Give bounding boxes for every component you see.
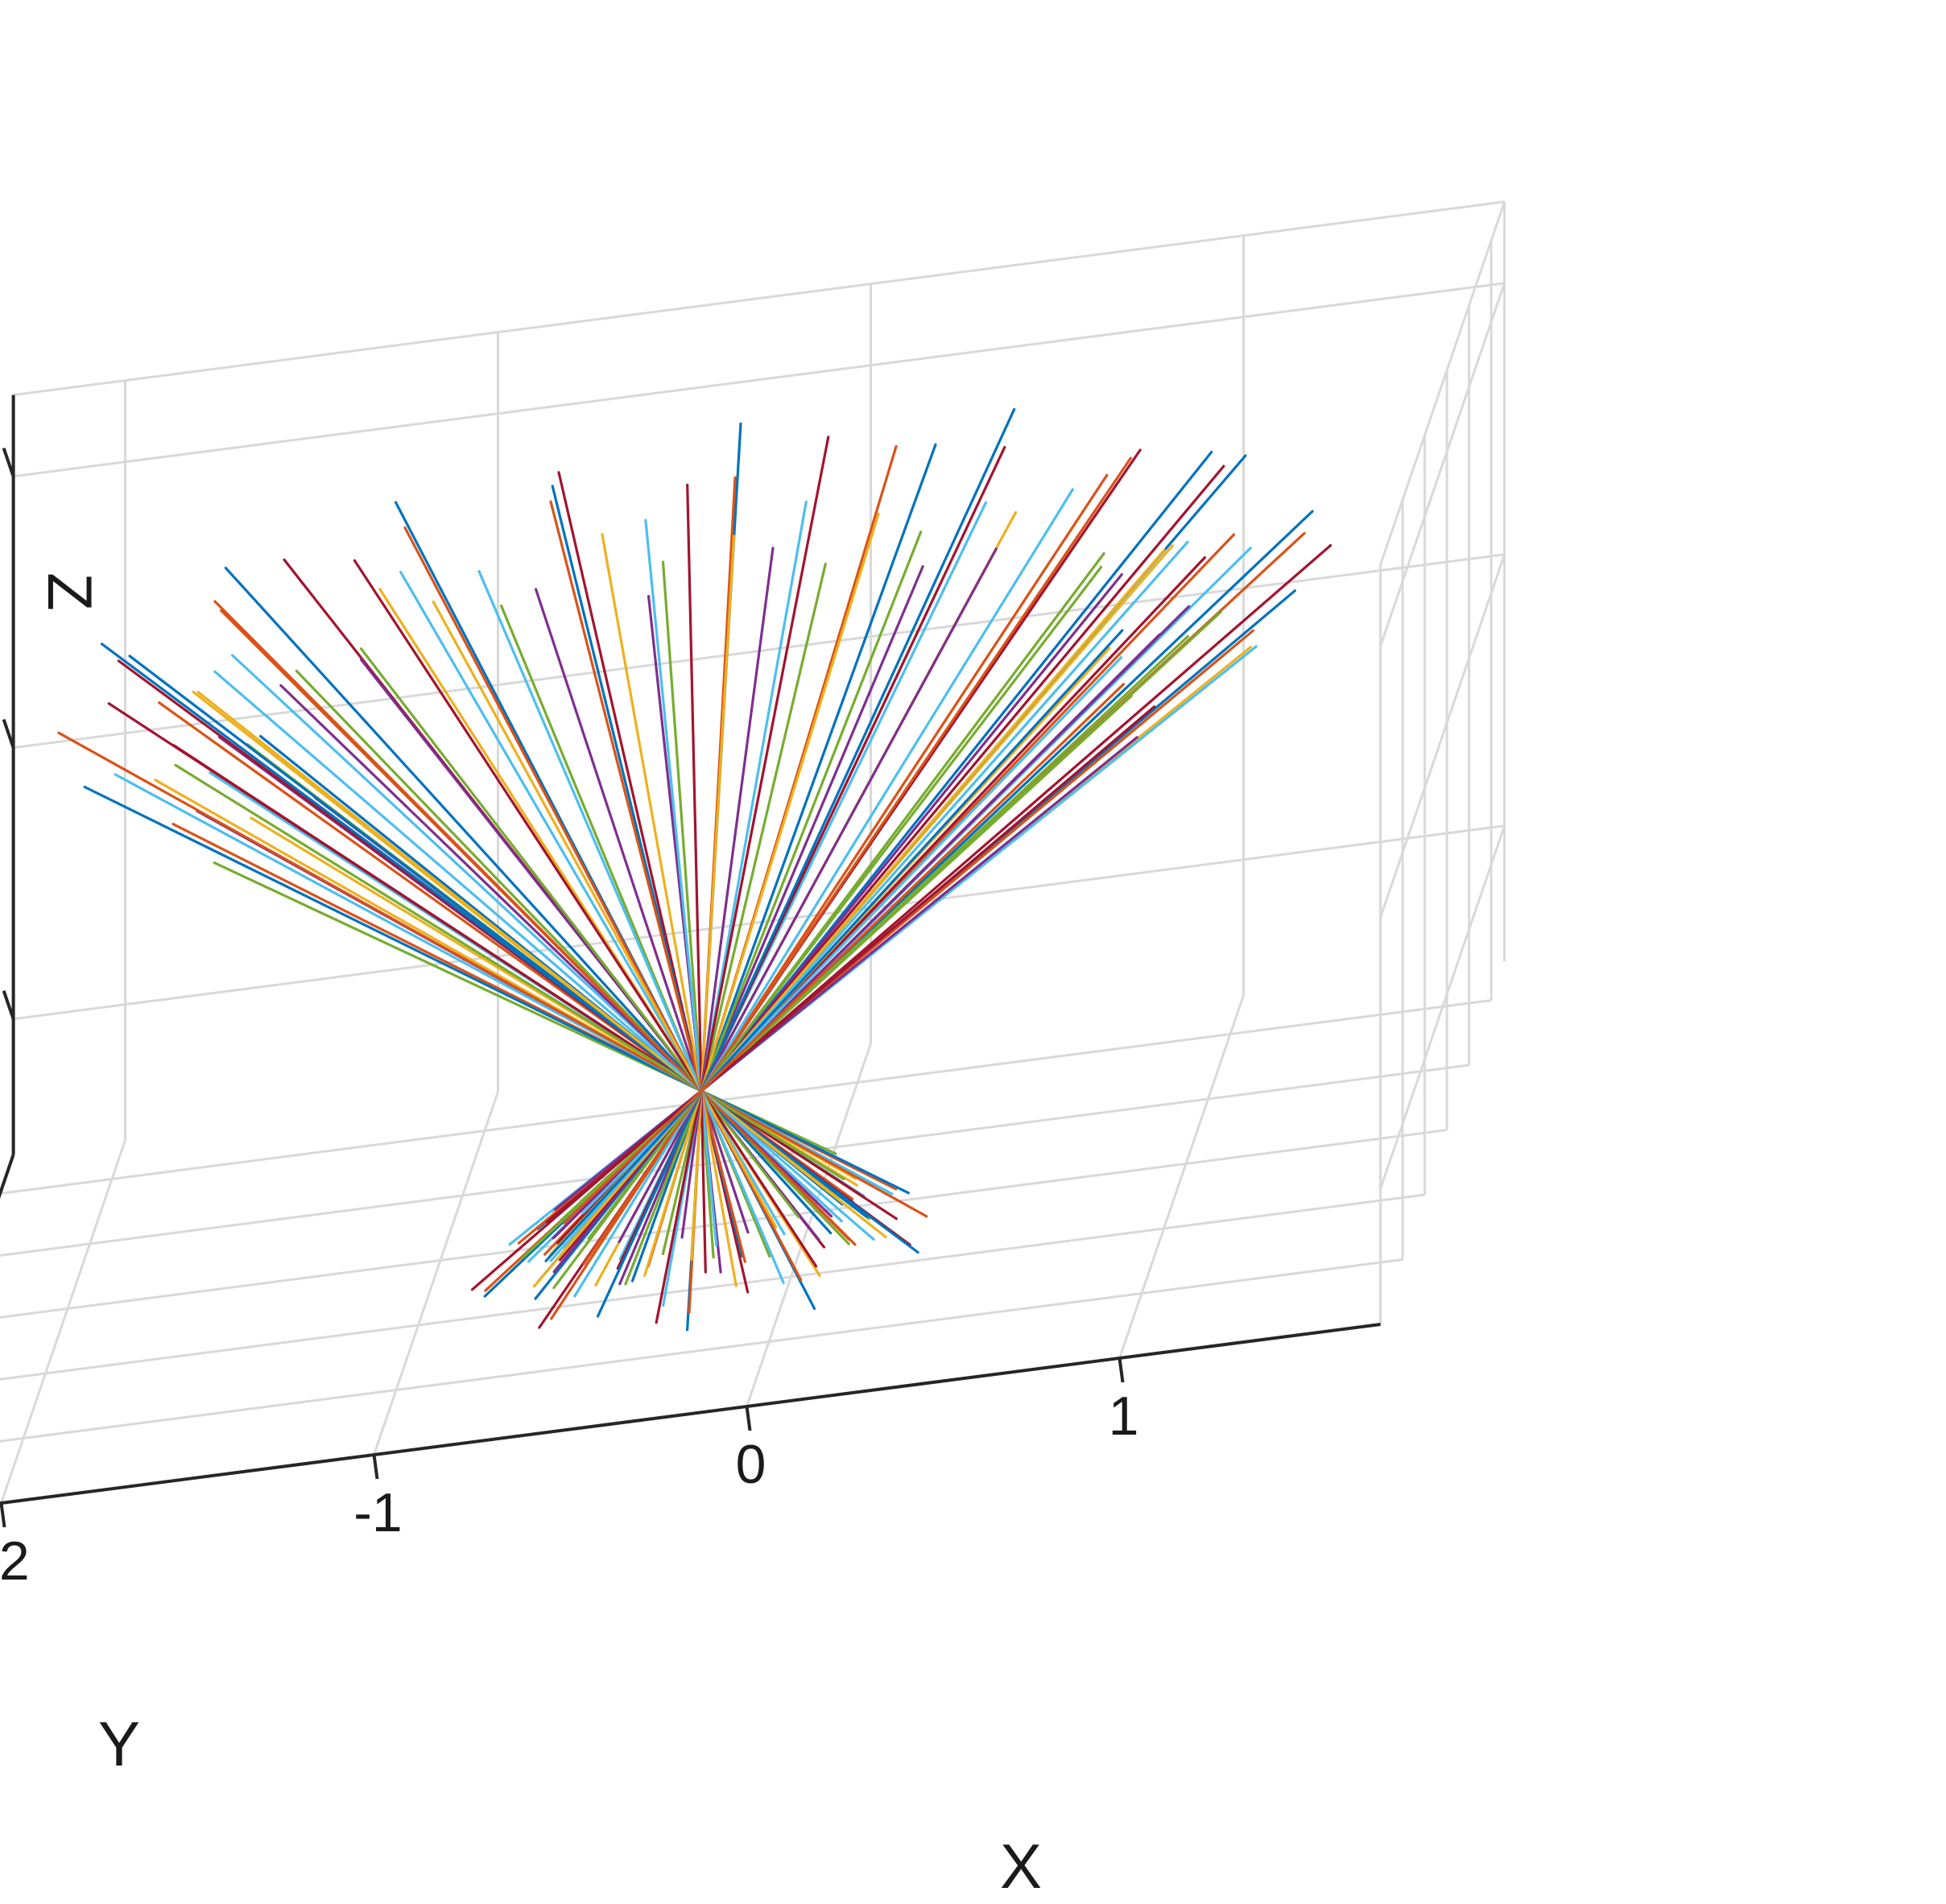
line-series-35 [353, 559, 818, 1268]
x-tick [0, 1502, 6, 1528]
x-tick-label: 0 [736, 1434, 766, 1495]
line-series-61 [624, 531, 923, 1286]
line-series-95 [553, 736, 1138, 1212]
line-series-24 [192, 690, 841, 1200]
line-series-49 [686, 483, 707, 1274]
line-series-30 [220, 609, 857, 1246]
line-series-56 [655, 436, 830, 1324]
line-series-80 [532, 548, 1166, 1288]
floor-grid-x [1118, 994, 1245, 1359]
z-tick [2, 990, 15, 1020]
line-series-48 [644, 518, 718, 1247]
line-series-8 [83, 785, 911, 1195]
line-series-64 [596, 407, 1016, 1318]
floor-grid-y [0, 1129, 1448, 1319]
line-series-38 [432, 600, 778, 1229]
x-tick [745, 1406, 752, 1431]
z-axis-label: Z [35, 572, 105, 611]
line-series-52 [690, 535, 736, 1262]
x-tick [1118, 1357, 1125, 1383]
floor-grid-y [0, 1258, 1403, 1443]
line-series-45 [601, 533, 737, 1287]
line-series-41 [477, 569, 785, 1284]
line-series-72 [582, 456, 1133, 1266]
line-series-44 [549, 500, 746, 1263]
back-grid-z [13, 282, 1505, 478]
line-series-75 [552, 551, 1105, 1290]
line-series-53 [680, 547, 775, 1239]
side-grid-z [1379, 825, 1506, 1189]
line-series-26 [295, 669, 850, 1245]
floor-grid-x [0, 1139, 126, 1504]
line-series-39 [534, 588, 750, 1234]
x-tick-label: -1 [353, 1482, 402, 1543]
side-grid-z [1379, 283, 1506, 646]
line-series-60 [618, 564, 924, 1286]
floor-grid-x [373, 1091, 499, 1456]
box-edge [13, 200, 1505, 397]
back-grid-z [13, 824, 1505, 1021]
axes [0, 394, 1381, 1528]
line-series-100 [562, 683, 1126, 1225]
y-axis-label: Y [98, 1708, 140, 1779]
line-series-19 [174, 763, 845, 1181]
line-series-59 [643, 512, 880, 1278]
line-series [57, 407, 1332, 1332]
line-series-27 [213, 670, 875, 1241]
floor-grid-y [0, 999, 1492, 1195]
z-tick [2, 448, 15, 477]
x-tick [372, 1454, 379, 1480]
line-series-54 [661, 562, 827, 1256]
line-series-98 [545, 705, 1156, 1224]
x-tick-label: 1 [1109, 1386, 1139, 1447]
x-axis-line [0, 1323, 1381, 1505]
line-series-29 [224, 566, 833, 1235]
tick-labels: -2-101-1.5-1-0.500.51012 [0, 1386, 1139, 1592]
line-series-16 [57, 731, 928, 1218]
x-axis-label: X [1000, 1831, 1042, 1902]
line-series-99 [544, 629, 1124, 1262]
line-series-65 [550, 473, 1109, 1320]
floor-grid-y [0, 1193, 1425, 1381]
line-series-33 [359, 647, 800, 1219]
line-series-67 [618, 547, 998, 1244]
box-edge [1379, 201, 1506, 565]
y-axis-line [0, 1154, 15, 1199]
x-tick-label: -2 [0, 1530, 30, 1592]
line-series-22 [100, 642, 919, 1254]
line-series-55 [662, 500, 808, 1307]
line-series-69 [573, 488, 1074, 1298]
z-tick [2, 719, 15, 749]
side-grid-z [1379, 554, 1506, 918]
grid-lines [0, 200, 1506, 1505]
line-series-57 [630, 443, 937, 1282]
